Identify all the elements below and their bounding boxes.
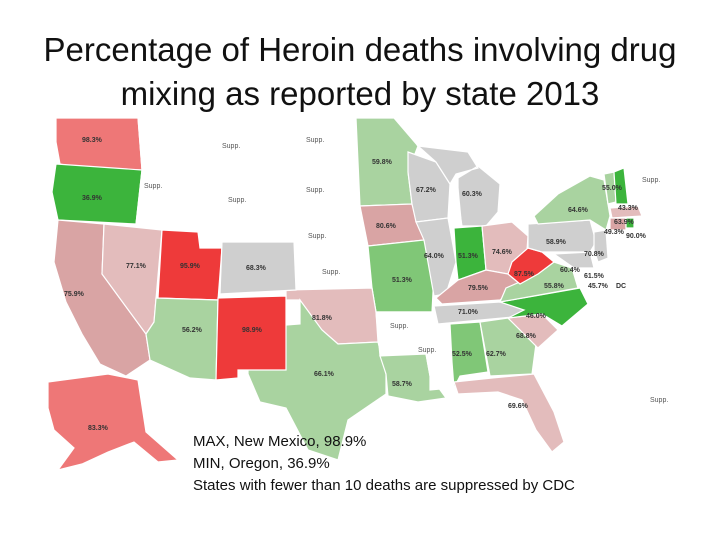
state-pennsylvania[interactable]	[527, 219, 597, 253]
state-south-dakota[interactable]	[285, 161, 361, 211]
label-ar: Supp.	[390, 323, 408, 330]
label-ut: 95.9%	[180, 263, 201, 270]
label-nv: 77.1%	[126, 263, 147, 270]
label-nj: 70.8%	[584, 251, 605, 258]
label-ms: Supp.	[418, 347, 436, 354]
label-tn: 71.0%	[458, 309, 479, 316]
us-map-svg: 98.3% 36.9% Supp. Supp. Supp. Supp. Supp…	[47, 117, 668, 471]
label-ok: 81.8%	[312, 315, 333, 322]
state-maine[interactable]	[623, 137, 661, 200]
state-hawaii[interactable]	[633, 393, 643, 403]
label-md: 61.5%	[584, 273, 605, 280]
label-vt: 55.0%	[602, 185, 623, 192]
label-hi: Supp.	[650, 397, 668, 404]
label-in: 51.3%	[458, 253, 479, 260]
label-de: 60.4%	[560, 267, 581, 274]
state-rhode-island[interactable]	[625, 217, 635, 229]
label-mo: 51.3%	[392, 277, 413, 284]
label-ks: Supp.	[322, 269, 340, 276]
label-nm: 98.9%	[242, 327, 263, 334]
label-nh: 43.3%	[618, 205, 639, 212]
label-dc-abbr: DC	[616, 283, 626, 290]
state-oregon[interactable]	[51, 163, 143, 225]
state-new-mexico[interactable]	[215, 295, 287, 381]
label-ga: 62.7%	[486, 351, 507, 358]
label-ny: 64.6%	[568, 207, 589, 214]
label-mi: 60.3%	[462, 191, 483, 198]
state-colorado[interactable]	[219, 241, 297, 295]
label-wa: 98.3%	[82, 137, 103, 144]
slide-title: Percentage of Heroin deaths involving dr…	[43, 31, 677, 112]
label-va: 55.8%	[544, 283, 565, 290]
note-suppressed: States with fewer than 10 deaths are sup…	[193, 477, 575, 494]
label-co: 68.3%	[246, 265, 267, 272]
us-state-map: 98.3% 36.9% Supp. Supp. Supp. Supp. Supp…	[38, 112, 680, 500]
label-az: 56.2%	[182, 327, 203, 334]
state-montana[interactable]	[151, 117, 289, 183]
label-fl: 69.6%	[508, 403, 529, 410]
label-pa: 58.9%	[546, 239, 567, 246]
state-massachusetts[interactable]	[609, 205, 643, 219]
map-notes: MAX, New Mexico, 98.9% MIN, Oregon, 36.9…	[193, 431, 683, 497]
label-mt: Supp.	[222, 143, 240, 150]
lake-michigan	[450, 182, 462, 224]
note-max: MAX, New Mexico, 98.9%	[193, 433, 367, 450]
label-al: 52.5%	[452, 351, 473, 358]
state-maryland[interactable]	[552, 251, 595, 269]
note-min: MIN, Oregon, 36.9%	[193, 455, 330, 472]
state-arizona[interactable]	[145, 297, 219, 381]
label-mn: 59.8%	[372, 159, 393, 166]
state-alaska[interactable]	[47, 373, 180, 471]
state-kansas[interactable]	[293, 241, 373, 291]
label-ri: 49.3%	[604, 229, 625, 236]
label-nc: 46.0%	[526, 313, 547, 320]
state-washington[interactable]	[55, 117, 143, 171]
label-ia: 80.6%	[376, 223, 397, 230]
label-wv: 87.5%	[514, 271, 535, 278]
state-connecticut[interactable]	[609, 217, 627, 231]
state-wyoming[interactable]	[197, 175, 293, 237]
label-ca: 75.9%	[64, 291, 85, 298]
label-me: Supp.	[642, 177, 660, 184]
label-ma: 63.9%	[614, 219, 635, 226]
label-il: 64.0%	[424, 253, 445, 260]
label-ak: 83.3%	[88, 425, 109, 432]
state-new-jersey[interactable]	[593, 229, 609, 263]
label-or: 36.9%	[82, 195, 103, 202]
state-missouri[interactable]	[367, 239, 435, 313]
label-ky: 79.5%	[468, 285, 489, 292]
state-new-hampshire[interactable]	[613, 167, 629, 205]
state-nebraska[interactable]	[289, 207, 369, 247]
label-sc: 68.8%	[516, 333, 537, 340]
label-sd: Supp.	[306, 187, 324, 194]
label-ct: 90.0%	[626, 233, 647, 240]
label-id: Supp.	[144, 183, 162, 190]
state-florida[interactable]	[453, 373, 565, 453]
label-wi: 67.2%	[416, 187, 437, 194]
label-la: 58.7%	[392, 381, 413, 388]
label-wy: Supp.	[228, 197, 246, 204]
label-tx: 66.1%	[314, 371, 335, 378]
label-ne: Supp.	[308, 233, 326, 240]
state-mississippi[interactable]	[425, 329, 453, 391]
state-new-york[interactable]	[533, 175, 611, 231]
state-north-carolina[interactable]	[499, 287, 589, 327]
label-oh: 74.6%	[492, 249, 513, 256]
label-nd: Supp.	[306, 137, 324, 144]
label-dc: 45.7%	[588, 283, 609, 290]
